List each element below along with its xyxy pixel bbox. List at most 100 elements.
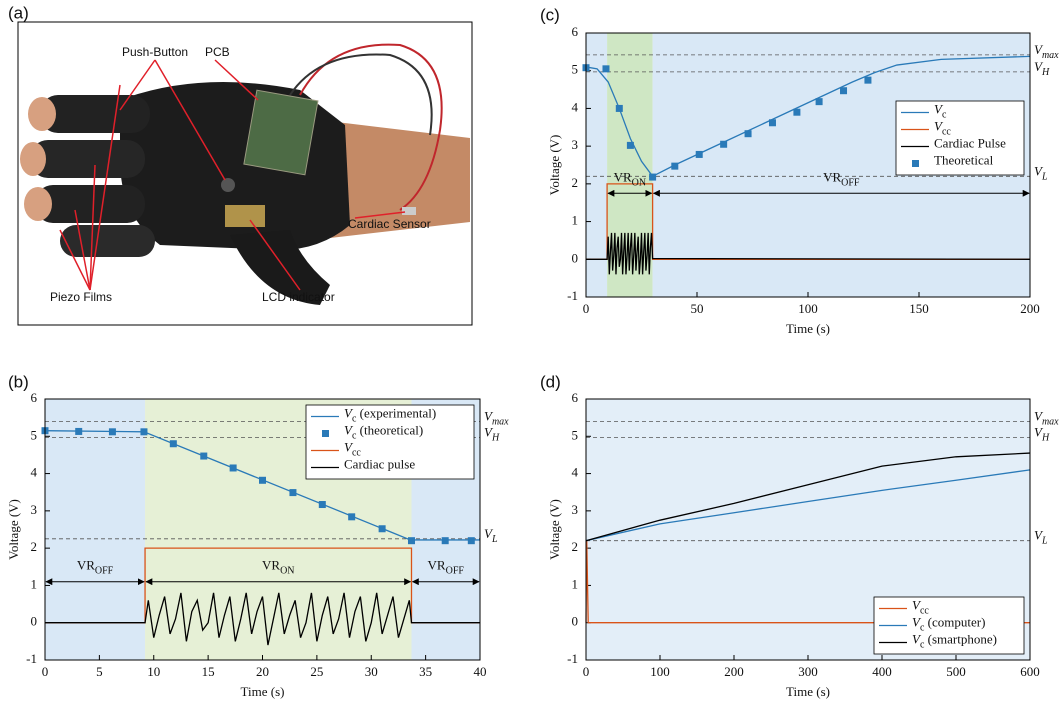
y-tick-label: 5 [31, 427, 38, 442]
panel-label: (a) [8, 3, 29, 22]
finger [30, 140, 145, 178]
data-marker [671, 163, 678, 170]
data-marker [745, 130, 752, 137]
photo-label: PCB [205, 45, 230, 59]
data-marker [289, 489, 296, 496]
x-tick-label: 5 [96, 664, 103, 679]
y-tick-label: -1 [567, 288, 578, 303]
reference-label: VL [1034, 163, 1048, 182]
fingertip [28, 97, 56, 131]
data-marker [170, 440, 177, 447]
data-marker [109, 428, 116, 435]
x-tick-label: 0 [583, 664, 590, 679]
x-tick-label: 150 [909, 301, 929, 316]
cardiac-sensor [402, 207, 416, 215]
y-tick-label: 5 [572, 62, 579, 77]
range-label-part: VR [823, 169, 841, 184]
range-label-part: VR [262, 558, 280, 573]
range-label-part: OFF [95, 566, 114, 577]
data-marker [259, 477, 266, 484]
legend-label-part: Cardiac pulse [344, 456, 415, 471]
x-tick-label: 100 [798, 301, 818, 316]
y-tick-label: 2 [572, 539, 579, 554]
range-label-part: VR [77, 558, 95, 573]
x-tick-label: 25 [310, 664, 323, 679]
data-marker [200, 453, 207, 460]
x-tick-label: 20 [256, 664, 269, 679]
y-tick-label: 2 [572, 175, 579, 190]
reference-label: VL [484, 526, 498, 545]
reference-label-part: H [491, 433, 500, 444]
legend-label-part: (smartphone) [924, 631, 997, 646]
range-label-part: OFF [841, 178, 860, 189]
panel-label: (d) [540, 372, 561, 391]
x-tick-label: 200 [724, 664, 744, 679]
y-tick-label: 4 [572, 99, 579, 114]
legend-label: Cardiac pulse [344, 456, 415, 471]
photo-label: Cardiac Sensor [348, 217, 431, 231]
data-marker [319, 501, 326, 508]
legend-label-part: Theoretical [934, 152, 994, 167]
finger [40, 95, 150, 133]
y-tick-label: 1 [572, 576, 579, 591]
data-marker [468, 537, 475, 544]
x-tick-label: 300 [798, 664, 818, 679]
data-marker [140, 428, 147, 435]
data-marker [793, 109, 800, 116]
data-marker [616, 105, 623, 112]
x-axis-title: Time (s) [786, 684, 830, 699]
y-tick-label: -1 [26, 651, 37, 666]
x-axis-title: Time (s) [241, 684, 285, 699]
x-tick-label: 0 [583, 301, 590, 316]
x-tick-label: 30 [365, 664, 378, 679]
range-label-part: ON [632, 178, 646, 189]
x-tick-label: 0 [42, 664, 49, 679]
lcd [225, 205, 265, 227]
y-axis-title: Voltage (V) [547, 499, 562, 560]
range-label-part: OFF [446, 566, 465, 577]
legend-swatch [322, 430, 329, 437]
reference-label-part: max [492, 417, 509, 428]
x-axis-title: Time (s) [786, 321, 830, 336]
reference-label-part: L [491, 534, 498, 545]
data-marker [649, 174, 656, 181]
photo-label: Push-Button [122, 45, 188, 59]
data-marker [75, 428, 82, 435]
range-label-part: ON [280, 566, 294, 577]
range-label-part: VR [614, 169, 632, 184]
pcb [244, 90, 318, 175]
x-tick-label: 600 [1020, 664, 1040, 679]
y-tick-label: 3 [31, 502, 38, 517]
y-tick-label: 6 [31, 390, 38, 405]
y-tick-label: 0 [572, 614, 579, 629]
legend-label: Cardiac Pulse [934, 135, 1006, 150]
data-marker [840, 87, 847, 94]
push-button [221, 178, 235, 192]
y-tick-label: 6 [572, 390, 579, 405]
panel-label: (c) [540, 5, 560, 24]
y-axis-title: Voltage (V) [6, 499, 21, 560]
photo-panel: (a) Push-Button PCB Cardiac Sensor Piezo… [8, 3, 472, 325]
page: (a) Push-Button PCB Cardiac Sensor Piezo… [0, 0, 1062, 721]
y-tick-label: 3 [572, 137, 579, 152]
data-marker [769, 119, 776, 126]
reference-label-part: H [1041, 67, 1050, 78]
y-tick-label: 6 [572, 24, 579, 39]
reference-label-part: H [1041, 433, 1050, 444]
y-tick-label: 2 [31, 539, 38, 554]
y-tick-label: 0 [31, 614, 38, 629]
y-tick-label: 1 [31, 576, 38, 591]
reference-label-part: L [1041, 536, 1048, 547]
figure: (a) Push-Button PCB Cardiac Sensor Piezo… [0, 0, 1062, 721]
y-tick-label: 1 [572, 213, 579, 228]
y-tick-label: -1 [567, 651, 578, 666]
data-marker [602, 65, 609, 72]
fingertip [20, 142, 46, 176]
photo-label: LCD indicator [262, 290, 335, 304]
reference-label-part: max [1042, 417, 1059, 428]
legend-label-part: (computer) [924, 614, 985, 629]
fingertip [24, 187, 52, 221]
x-tick-label: 100 [650, 664, 670, 679]
data-marker [720, 141, 727, 148]
legend-label-part: (theoretical) [356, 422, 423, 437]
